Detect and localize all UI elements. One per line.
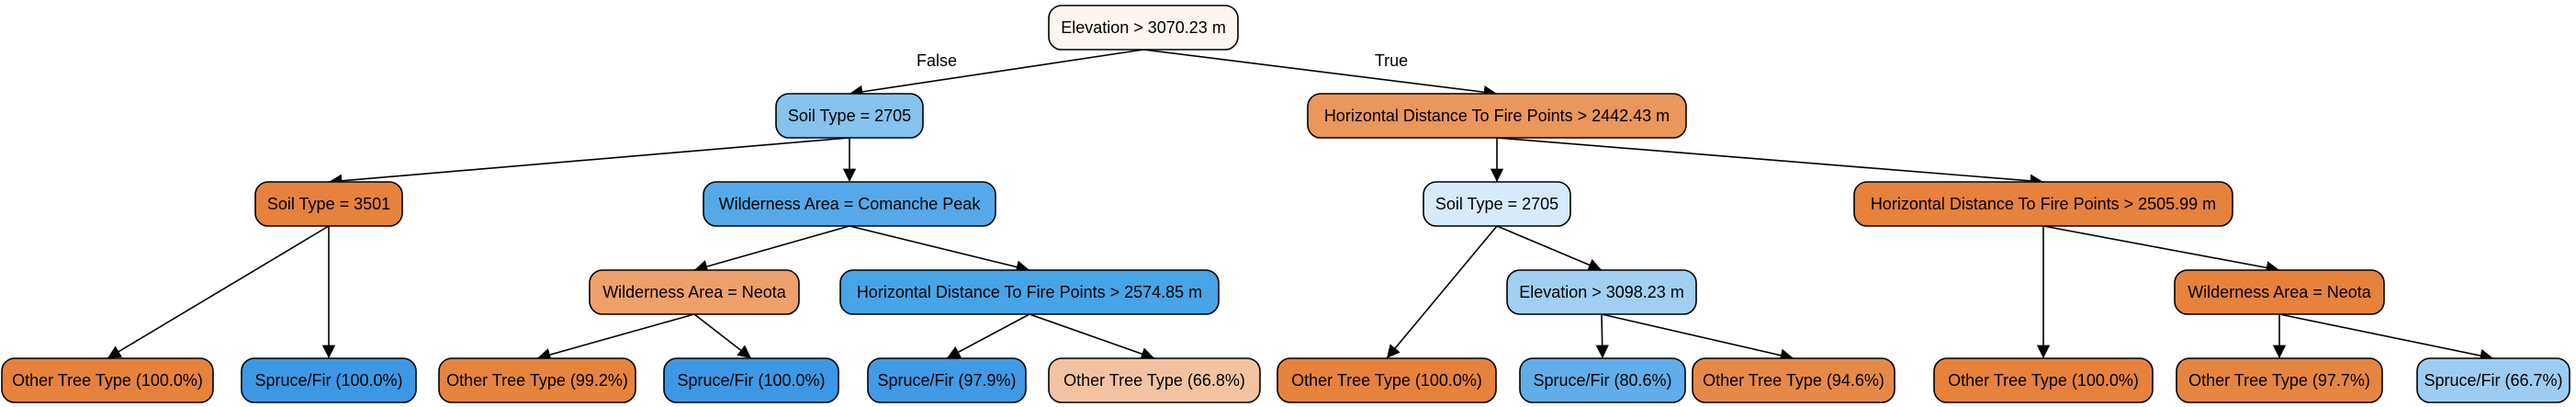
decision-node-n_elev_3098: Elevation > 3098.23 m <box>1506 269 1697 315</box>
decision-node-n_wild_neota_b: Wilderness Area = Neota <box>2174 269 2385 315</box>
edge-root-to-n_true <box>1142 49 1498 99</box>
node-box <box>1853 181 2233 227</box>
node-box <box>2416 357 2570 403</box>
edge-n_wild_neota_b-to-l12 <box>2278 313 2494 363</box>
node-box <box>1506 269 1697 315</box>
node-label: Other Tree Type (99.2%) <box>446 371 628 390</box>
node-label: Other Tree Type (97.7%) <box>2188 371 2370 390</box>
nodes-layer: Elevation > 3070.23 m Soil Type = 2705 Hor… <box>1 5 2570 403</box>
node-box <box>1933 357 2154 403</box>
leaf-node-l1: Other Tree Type (100.0%) <box>1 357 214 403</box>
node-label: Other Tree Type (66.8%) <box>1063 371 1245 390</box>
node-box <box>2174 269 2385 315</box>
node-box <box>1 357 214 403</box>
edge-n_soil2705_b-to-n_elev_3098 <box>1496 225 1603 272</box>
node-label: Wilderness Area = Neota <box>2188 283 2372 301</box>
node-label: Horizontal Distance To Fire Points > 257… <box>857 283 1202 301</box>
edge-n_elev_3098-to-l8 <box>1595 313 1609 359</box>
edge-root-to-n_false <box>849 49 1144 98</box>
edge-n_wild_comanche-to-n_wild_neota_a <box>693 225 850 273</box>
decision-node-n_wild_neota_a: Wilderness Area = Neota <box>589 269 800 315</box>
edge-n_elev_3098-to-l9 <box>1601 313 1794 362</box>
node-label: Spruce/Fir (100.0%) <box>254 371 402 390</box>
leaf-node-l3: Other Tree Type (99.2%) <box>438 357 636 403</box>
node-box <box>1423 181 1571 227</box>
node-box <box>867 357 1027 403</box>
leaf-node-l4: Spruce/Fir (100.0%) <box>663 357 839 403</box>
decision-node-n_soil3501: Soil Type = 3501 <box>254 181 403 227</box>
leaf-node-l10: Other Tree Type (100.0%) <box>1933 357 2154 403</box>
node-label: Spruce/Fir (80.6%) <box>1533 371 1671 390</box>
node-label: Horizontal Distance To Fire Points > 250… <box>1871 195 2216 213</box>
leaf-node-l8: Spruce/Fir (80.6%) <box>1519 357 1686 403</box>
edge-n_hdfp_2574-to-l6 <box>1029 313 1155 360</box>
edge-label-false: False <box>917 51 957 70</box>
edge-n_hdfp_2574-to-l5 <box>946 313 1030 359</box>
node-box <box>1692 357 1895 403</box>
node-label: Wilderness Area = Comanche Peak <box>719 195 982 213</box>
leaf-node-l7: Other Tree Type (100.0%) <box>1277 357 1497 403</box>
node-label: Other Tree Type (100.0%) <box>1948 371 2139 390</box>
edge-n_false-to-n_soil3501 <box>328 137 850 187</box>
decision-node-n_false: Soil Type = 2705 <box>775 93 924 139</box>
decision-node-n_soil2705_b: Soil Type = 2705 <box>1423 181 1571 227</box>
node-label: Spruce/Fir (97.9%) <box>877 371 1016 390</box>
node-box <box>241 357 417 403</box>
node-box <box>254 181 403 227</box>
decision-node-n_true: Horizontal Distance To Fire Points > 244… <box>1307 93 1687 139</box>
node-label: Soil Type = 3501 <box>267 195 390 213</box>
edge-n_wild_comanche-to-n_hdfp_2574 <box>849 225 1030 274</box>
node-label: Other Tree Type (94.6%) <box>1703 371 1884 390</box>
leaf-node-l6: Other Tree Type (66.8%) <box>1048 357 1261 403</box>
decision-node-n_wild_comanche: Wilderness Area = Comanche Peak <box>703 181 996 227</box>
node-label: Other Tree Type (100.0%) <box>12 371 203 390</box>
node-label: Spruce/Fir (100.0%) <box>677 371 825 390</box>
edge-n_true-to-n_hdfp_2505 <box>1496 137 2044 188</box>
leaf-node-l9: Other Tree Type (94.6%) <box>1692 357 1895 403</box>
node-label: Elevation > 3070.23 m <box>1061 18 1226 37</box>
node-box <box>2176 357 2383 403</box>
node-box <box>839 269 1220 315</box>
decision-node-n_hdfp_2505: Horizontal Distance To Fire Points > 250… <box>1853 181 2233 227</box>
node-box <box>1519 357 1686 403</box>
node-box <box>438 357 636 403</box>
node-box <box>1048 357 1261 403</box>
node-label: Elevation > 3098.23 m <box>1519 283 1684 301</box>
node-box <box>703 181 996 227</box>
node-label: Wilderness Area = Neota <box>602 283 787 301</box>
leaf-node-l2: Spruce/Fir (100.0%) <box>241 357 417 403</box>
node-box <box>1307 93 1687 139</box>
node-label: Spruce/Fir (66.7%) <box>2424 371 2562 390</box>
node-label: Horizontal Distance To Fire Points > 244… <box>1324 107 1670 125</box>
edges-layer: False True <box>107 49 2494 363</box>
edge-label-true: True <box>1375 51 1408 70</box>
node-box <box>663 357 839 403</box>
leaf-node-l12: Spruce/Fir (66.7%) <box>2416 357 2570 403</box>
decision-node-root: Elevation > 3070.23 m <box>1048 5 1239 51</box>
leaf-node-l5: Spruce/Fir (97.9%) <box>867 357 1027 403</box>
node-box <box>589 269 800 315</box>
node-label: Other Tree Type (100.0%) <box>1291 371 1482 390</box>
decision-node-n_hdfp_2574: Horizontal Distance To Fire Points > 257… <box>839 269 1220 315</box>
node-label: Soil Type = 2705 <box>788 107 911 125</box>
edge-n_wild_neota_a-to-l4 <box>693 313 752 359</box>
leaf-node-l11: Other Tree Type (97.7%) <box>2176 357 2383 403</box>
node-box <box>1048 5 1239 51</box>
edge-n_hdfp_2505-to-n_wild_neota_b <box>2042 225 2280 275</box>
edge-n_wild_neota_a-to-l3 <box>536 313 695 362</box>
node-box <box>775 93 924 139</box>
edge-n_soil3501-to-l1 <box>107 225 330 359</box>
node-box <box>1277 357 1497 403</box>
edge-n_soil2705_b-to-l7 <box>1386 225 1498 359</box>
node-label: Soil Type = 2705 <box>1435 195 1558 213</box>
